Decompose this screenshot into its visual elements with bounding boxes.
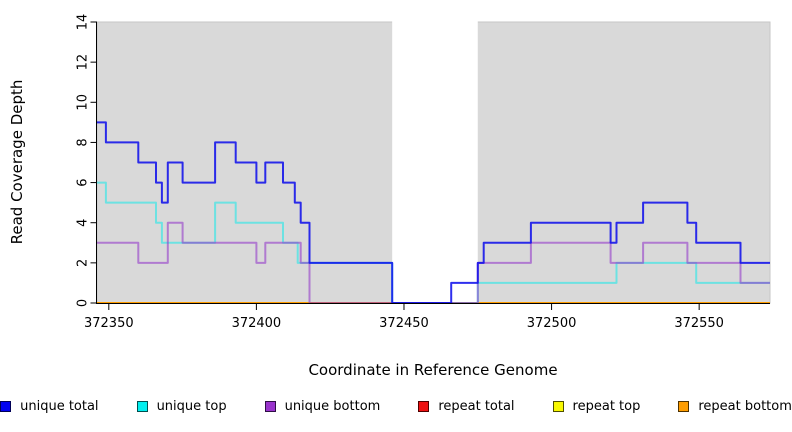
y-axis-title: Read Coverage Depth [8,79,26,245]
legend-item: unique top [136,399,227,414]
y-tick-label: 6 [76,178,91,186]
legend-item: unique total [0,399,99,414]
legend-item: unique bottom [264,399,381,414]
masked-region [392,21,478,304]
legend-swatch-repeat-total-icon [418,401,430,412]
legend-label: repeat top [572,399,641,414]
legend-label: unique bottom [284,399,381,414]
legend-label: repeat total [438,399,515,414]
legend-item: repeat bottom [678,399,792,414]
x-tick-label: 372450 [379,316,429,331]
legend-swatch-unique-total-icon [0,401,12,412]
legend-label: repeat bottom [698,399,792,414]
series-path-unique-total [97,121,770,304]
y-tick-label: 4 [76,219,91,227]
chart-area: 0 2 4 6 8 10 12 14 372350 372400 372450 372500 37255… [76,14,771,331]
y-tick-label: 14 [76,14,91,31]
series-path-unique-bottom [97,221,770,304]
legend-item: repeat total [418,399,515,414]
x-tick-label: 372500 [527,316,577,331]
legend: unique total unique top unique bottom re… [0,399,792,414]
y-tick-label: 2 [76,259,91,267]
legend-item: repeat top [552,399,641,414]
y-tick-label: 0 [76,299,91,307]
x-tick-label: 372550 [674,316,724,331]
legend-label: unique total [20,399,99,414]
legend-swatch-unique-bottom-icon [264,401,276,412]
x-tick-label: 372350 [84,316,134,331]
x-tick-label: 372400 [232,316,282,331]
legend-swatch-repeat-top-icon [552,401,564,412]
y-tick-label: 8 [76,138,91,146]
series-path-unique-top [97,181,770,304]
legend-swatch-repeat-bottom-icon [678,401,690,412]
y-tick-label: 10 [76,94,91,111]
legend-swatch-unique-top-icon [136,401,148,412]
legend-label: unique top [156,399,227,414]
y-tick-label: 12 [76,54,91,71]
x-axis-title: Coordinate in Reference Genome [308,361,558,379]
